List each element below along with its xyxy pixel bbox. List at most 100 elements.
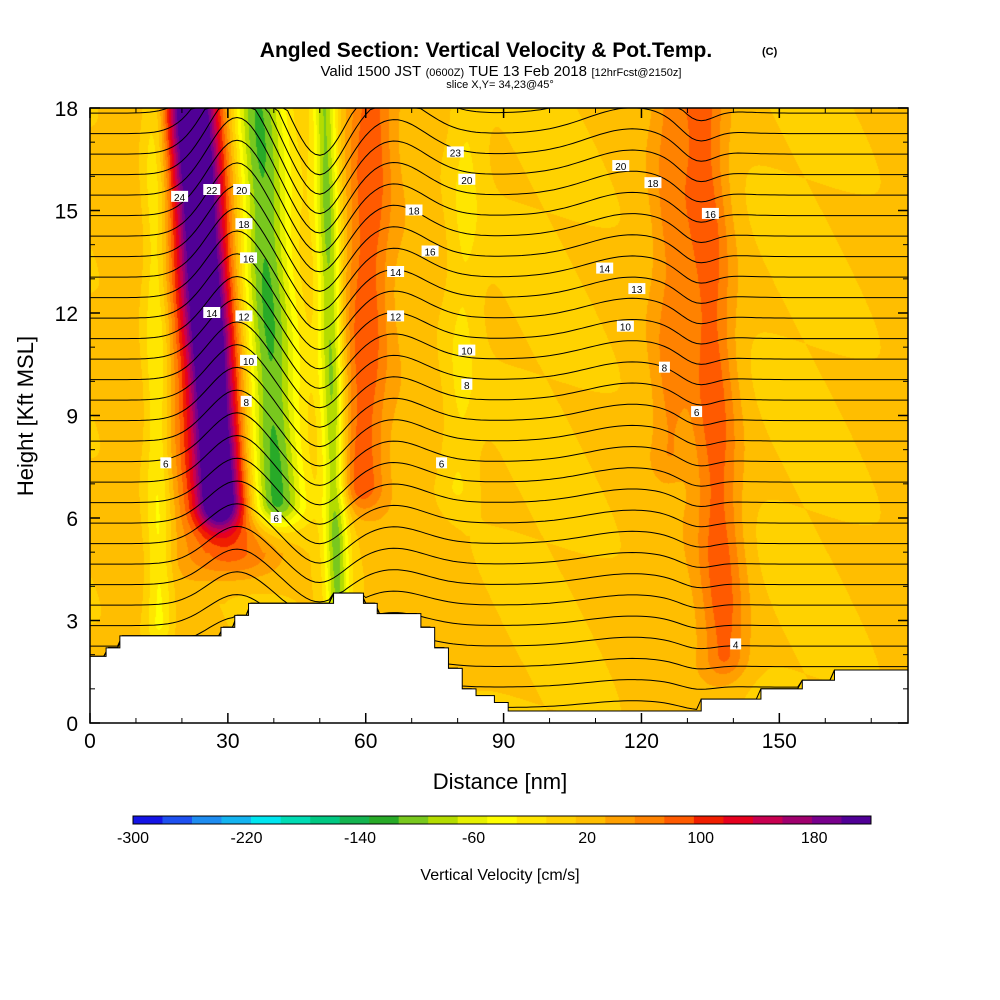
contour-label-text: 18 (238, 220, 250, 231)
colorbar-swatch (310, 816, 340, 824)
contour-label-text: 14 (390, 268, 402, 279)
theta-contour-line (90, 116, 908, 234)
contour-label: 23 (446, 146, 464, 159)
theta-contour-line (90, 344, 908, 428)
slice-label: slice X,Y= 34,23@45° (446, 79, 554, 91)
theta-contour-line (90, 525, 908, 584)
colorbar-tick-label: -140 (344, 830, 376, 847)
y-axis-ticks: 0 3 6 9 12 15 18 (55, 98, 908, 736)
contour-label-text: 23 (450, 148, 462, 159)
y-tick-label: 3 (66, 611, 78, 634)
contour-label-text: 6 (694, 408, 700, 419)
contour-label: 16 (240, 252, 258, 265)
contour-label-text: 24 (174, 193, 186, 204)
y-tick-label: 9 (66, 406, 78, 429)
colorbar-swatch (516, 816, 547, 824)
contour-label-text: 20 (461, 176, 473, 187)
contour-label: 18 (405, 204, 423, 218)
chart-subtitle: Valid 1500 JST (0600Z) TUE 13 Feb 2018 [… (321, 63, 682, 80)
contour-label-text: 20 (236, 186, 248, 197)
theta-contour-line (90, 480, 908, 545)
x-tick-label: 0 (84, 730, 96, 753)
chart-title: Angled Section: Vertical Velocity & Pot.… (260, 39, 712, 62)
contour-label-text: 16 (243, 254, 255, 265)
contour-label-text: 6 (273, 514, 279, 525)
contour-label: 14 (203, 307, 221, 320)
contour-label-text: 13 (631, 285, 643, 296)
theta-contour-line (90, 457, 908, 525)
y-tick-label: 6 (66, 508, 78, 531)
theta-contour-line (90, 321, 908, 409)
contour-label: 20 (458, 173, 476, 187)
contour-label-text: 8 (662, 364, 668, 375)
y-tick-label: 15 (55, 201, 78, 224)
contour-label-text: 20 (615, 162, 627, 173)
x-tick-label: 150 (762, 730, 797, 753)
contour-label-text: 4 (733, 640, 739, 651)
theta-contour-line (90, 139, 908, 253)
contour-label: 8 (240, 395, 252, 409)
colorbar-swatch (634, 816, 665, 824)
contour-label: 10 (616, 320, 634, 334)
contour-label-text: 18 (408, 207, 420, 218)
colorbar-swatch (841, 816, 872, 824)
colorbar-swatch (428, 816, 459, 824)
theta-contour-line (90, 571, 908, 609)
contour-label-text: 14 (206, 309, 218, 320)
contour-label-text: 16 (425, 248, 437, 259)
theta-contour-line (90, 275, 908, 370)
contour-label-text: 6 (439, 459, 445, 470)
contour-label: 6 (160, 457, 172, 470)
plot-area: 24 22 20 18 16 14 12 10 8 6 6 23 20 18 16 14 12 10 8 6 20 18 1… (55, 98, 909, 753)
colorbar-swatch (546, 816, 577, 824)
x-tick-label: 120 (624, 730, 659, 753)
colorbar-frame (132, 815, 872, 825)
contour-label: 20 (233, 184, 251, 197)
subtitle-date: TUE 13 Feb 2018 (469, 63, 587, 80)
contour-label: 18 (235, 218, 253, 231)
colorbar-swatch (221, 816, 252, 824)
colorbar-tick-label: 180 (801, 830, 828, 847)
y-tick-label: 0 (66, 713, 78, 736)
colorbar-tick-label: -60 (462, 830, 485, 847)
contour-label-text: 10 (461, 347, 473, 358)
theta-contour-line (90, 548, 908, 603)
colorbar-swatch (251, 816, 281, 824)
colorbar-swatch (752, 816, 783, 824)
colorbar-swatch (457, 816, 488, 824)
theta-contour-line (90, 207, 908, 312)
subtitle-prefix: Valid 1500 JST (321, 63, 422, 80)
contour-label: 24 (171, 190, 189, 204)
contour-label: 6 (691, 406, 703, 419)
contour-label: 16 (701, 207, 719, 221)
theta-contour-line (90, 412, 908, 486)
contour-label-text: 8 (243, 398, 249, 409)
contour-label: 13 (628, 283, 646, 296)
contour-label-text: 22 (206, 186, 218, 197)
colorbar-tick-label: 100 (687, 830, 714, 847)
subtitle-run: [12hrFcst@2150z] (591, 67, 681, 79)
colorbar-swatch (723, 816, 754, 824)
contour-label: 20 (612, 160, 630, 173)
theta-contour-line (90, 389, 908, 467)
contour-label: 22 (203, 184, 221, 197)
potential-temperature-contours (90, 107, 908, 710)
contour-label: 12 (235, 310, 253, 323)
colorbar-tick-label: -300 (117, 830, 149, 847)
contour-label: 14 (387, 266, 405, 279)
contour-label-layer: 24 22 20 18 16 14 12 10 8 6 6 23 20 18 16 14 12 10 8 6 20 18 1… (160, 146, 742, 651)
contour-label: 6 (436, 457, 448, 470)
theta-contour-line (90, 503, 908, 564)
y-tick-label: 12 (55, 303, 78, 326)
theta-contour-line (90, 592, 908, 650)
y-tick-label: 18 (55, 98, 78, 121)
contour-label: 14 (596, 262, 614, 276)
theta-contour-line (90, 185, 908, 292)
contour-label: 12 (387, 310, 405, 323)
contour-label-text: 16 (705, 210, 717, 221)
colorbar-swatch (192, 816, 222, 824)
colorbar-swatch (605, 816, 636, 824)
colorbar-tick-label: 20 (578, 830, 596, 847)
colorbar-swatch (398, 816, 429, 824)
